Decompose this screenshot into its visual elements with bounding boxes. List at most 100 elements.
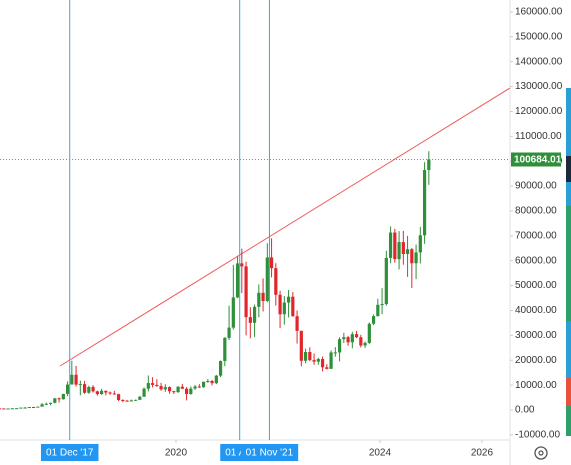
toolbar-strip bbox=[566, 88, 571, 156]
candle-body bbox=[36, 406, 40, 408]
candle-body bbox=[410, 249, 414, 264]
candle-body bbox=[286, 296, 291, 303]
candle-body bbox=[214, 375, 218, 384]
candle-body bbox=[265, 257, 269, 302]
settings-icon[interactable] bbox=[534, 446, 548, 460]
candle-body bbox=[163, 387, 167, 390]
candle-body bbox=[308, 352, 312, 361]
candle-body bbox=[367, 323, 371, 343]
candle-body bbox=[278, 294, 282, 315]
candle-body bbox=[129, 400, 133, 402]
candle-body bbox=[0, 408, 2, 410]
y-tick-label: 150000.00 bbox=[515, 31, 563, 42]
candle-body bbox=[48, 402, 53, 404]
candle-body bbox=[176, 386, 180, 393]
y-tick-label: 20000.00 bbox=[515, 355, 557, 366]
candle-body bbox=[261, 292, 265, 302]
candle-body bbox=[201, 381, 206, 388]
x-tick-label: 2020 bbox=[165, 448, 188, 459]
candle-body bbox=[223, 337, 227, 361]
toolbar-strip bbox=[566, 406, 571, 436]
candle-body bbox=[299, 330, 303, 361]
candle-body bbox=[316, 359, 320, 362]
y-tick-label: 120000.00 bbox=[515, 106, 563, 117]
toolbar-strip bbox=[566, 321, 571, 378]
candle-body bbox=[227, 327, 231, 338]
candle-body bbox=[363, 342, 367, 346]
toolbar-strip bbox=[566, 206, 571, 321]
candle-body bbox=[393, 232, 397, 260]
candle-body bbox=[329, 352, 333, 369]
candle-body bbox=[231, 297, 235, 328]
candle-body bbox=[121, 399, 125, 401]
candle-body bbox=[320, 359, 325, 368]
marker-label-box bbox=[240, 444, 299, 461]
candle-body bbox=[180, 386, 184, 389]
candle-body bbox=[53, 398, 57, 403]
y-tick-label: 70000.00 bbox=[515, 230, 557, 241]
settings-button[interactable] bbox=[534, 446, 548, 460]
toolbar-strip bbox=[566, 182, 571, 206]
candle-body bbox=[112, 393, 116, 395]
candle-body bbox=[125, 400, 129, 402]
trend-line bbox=[59, 87, 511, 367]
candle-body bbox=[346, 337, 350, 343]
candle-body bbox=[240, 263, 244, 267]
candle-body bbox=[150, 383, 155, 385]
candle-body bbox=[189, 388, 193, 395]
last-price-box bbox=[511, 152, 561, 167]
candle-body bbox=[2, 408, 6, 410]
candle-body bbox=[104, 390, 108, 393]
candle-body bbox=[376, 304, 380, 317]
candle-body bbox=[70, 374, 74, 385]
candle-body bbox=[44, 403, 48, 405]
candle-body bbox=[354, 334, 359, 338]
candle-body bbox=[116, 394, 121, 400]
candle-body bbox=[384, 257, 388, 305]
candle-body bbox=[197, 386, 201, 388]
last-price-label: 100684.01 bbox=[514, 155, 562, 166]
candle-body bbox=[401, 242, 405, 255]
candle-body bbox=[31, 407, 36, 409]
y-tick-label: 0.00 bbox=[515, 405, 535, 416]
candle-body bbox=[40, 404, 44, 407]
candle-body bbox=[61, 393, 65, 400]
toolbar-strip bbox=[566, 156, 571, 182]
candle-body bbox=[142, 388, 146, 397]
candle-body bbox=[57, 398, 61, 400]
candle-body bbox=[269, 257, 274, 269]
candle-body bbox=[19, 407, 23, 409]
candle-body bbox=[95, 391, 99, 395]
candle-body bbox=[218, 360, 223, 376]
marker-label: 01 Dec '17 bbox=[46, 448, 94, 459]
candle-body bbox=[422, 170, 427, 236]
candle-body bbox=[295, 316, 299, 331]
candle-body bbox=[418, 235, 422, 253]
candle-body bbox=[333, 352, 337, 354]
candle-body bbox=[99, 390, 104, 395]
x-tick-label: 2026 bbox=[471, 448, 494, 459]
candle-body bbox=[303, 352, 308, 361]
candle-body bbox=[74, 374, 78, 385]
candle-body bbox=[244, 266, 248, 318]
x-tick-label: 2024 bbox=[369, 448, 392, 459]
settings-icon-core[interactable] bbox=[538, 450, 544, 456]
candle-body bbox=[248, 317, 252, 323]
toolbar-strip bbox=[566, 378, 571, 406]
candle-body bbox=[388, 232, 393, 258]
marker-label: 01 Apr bbox=[225, 448, 255, 459]
candle-body bbox=[27, 407, 31, 409]
candle-body bbox=[206, 381, 210, 383]
marker-label-box bbox=[40, 444, 99, 461]
candle-body bbox=[371, 316, 376, 324]
y-tick-label: 30000.00 bbox=[515, 330, 557, 341]
candle-body bbox=[87, 387, 91, 393]
y-tick-label: 130000.00 bbox=[515, 81, 563, 92]
candle-body bbox=[184, 388, 189, 395]
y-tick-label: 90000.00 bbox=[515, 181, 557, 192]
candle-body bbox=[14, 408, 19, 410]
marker-label: 01 Nov '21 bbox=[246, 448, 294, 459]
candle-body bbox=[235, 263, 240, 298]
candle-body bbox=[82, 384, 87, 393]
